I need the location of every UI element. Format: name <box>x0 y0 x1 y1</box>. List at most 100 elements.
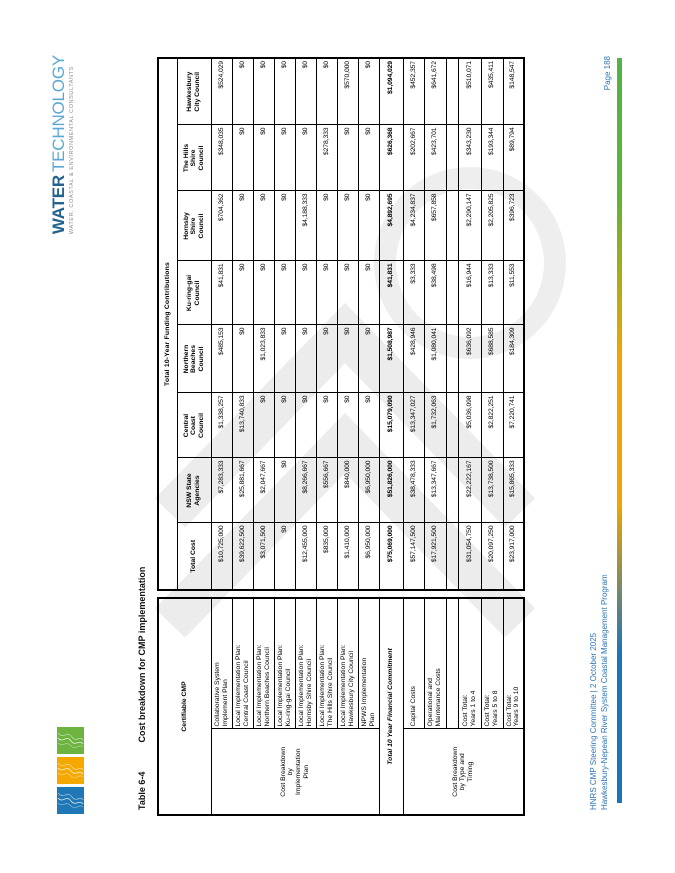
value-cell: $0 <box>253 261 274 325</box>
spacer-cell <box>446 393 458 458</box>
value-cell: $0 <box>274 393 295 458</box>
col-header-cell: Northern Beaches Council <box>177 325 211 393</box>
gutter-cell <box>158 590 524 598</box>
value-cell: $0 <box>358 261 379 325</box>
value-cell: $2,290,147 <box>458 191 481 261</box>
value-cell: $6,950,000 <box>358 523 379 590</box>
spacer-cell <box>446 191 458 261</box>
value-cell: $0 <box>253 191 274 261</box>
value-cell: $510,071 <box>458 58 481 125</box>
value-cell: $38,498 <box>424 261 446 325</box>
value-cell: $0 <box>232 125 253 191</box>
value-cell: $0 <box>274 125 295 191</box>
value-cell: $13,738,500 <box>481 458 503 523</box>
col-header-cell: Ku-ring-gai Council <box>177 261 211 325</box>
value-cell: $89,794 <box>503 125 524 191</box>
total-value-cell: $1,094,029 <box>379 58 403 125</box>
table-row: Operational and Maintenance Costs $17,92… <box>424 58 446 815</box>
row-label-cell: Local Implementation Plan: The Hills Shi… <box>316 598 337 729</box>
value-cell: $23,917,000 <box>503 523 524 590</box>
value-cell: $31,054,750 <box>458 523 481 590</box>
value-cell: $10,725,000 <box>211 523 232 590</box>
logo-square-yellow <box>57 757 84 784</box>
value-cell: $11,553 <box>503 261 524 325</box>
row-label-cell: Cost Total: Years 5 to 8 <box>481 598 503 729</box>
footer: HNRS CMP Steering Committee | 2 October … <box>588 574 610 810</box>
value-cell: $0 <box>337 325 358 393</box>
row-label-cell: Local Implementation Plan: Northern Beac… <box>253 598 274 729</box>
value-cell: $428,946 <box>403 325 424 393</box>
value-cell: $396,723 <box>503 191 524 261</box>
logo-mark <box>57 727 84 814</box>
value-cell: $657,858 <box>424 191 446 261</box>
total-value-cell: $626,368 <box>379 125 403 191</box>
value-cell: $278,333 <box>316 125 337 191</box>
col-header-cell: Central Coast Council <box>177 393 211 458</box>
row-label-cell: Collaborative System Implement Plan <box>211 598 232 729</box>
table-row: Cost Breakdown by Type and Timing Capita… <box>403 58 524 815</box>
logo-square-green <box>57 727 84 754</box>
brand-tagline: WATER, COASTAL & ENVIRONMENTAL CONSULTAN… <box>69 66 75 235</box>
value-cell: $2,205,825 <box>481 191 503 261</box>
value-cell: $8,266,667 <box>295 458 316 523</box>
value-cell: $0 <box>337 261 358 325</box>
value-cell: $0 <box>253 58 274 125</box>
value-cell: $1,023,833 <box>253 325 274 393</box>
row-label-cell: Local Implementation Plan: Hawkesbury Ci… <box>337 598 358 729</box>
value-cell: $202,667 <box>403 125 424 191</box>
group-label-cell: Cost Breakdown by Type and Timing <box>403 729 524 815</box>
value-cell: $13,347,027 <box>403 393 424 458</box>
value-cell: $1,732,063 <box>424 393 446 458</box>
value-cell: $0 <box>316 58 337 125</box>
value-cell: $3,071,500 <box>253 523 274 590</box>
value-cell: $485,153 <box>211 325 232 393</box>
value-cell: $41,831 <box>211 261 232 325</box>
value-cell: $452,357 <box>403 58 424 125</box>
spacer-cell <box>446 261 458 325</box>
value-cell: $0 <box>253 125 274 191</box>
value-cell: $20,097,250 <box>481 523 503 590</box>
cost-breakdown-table: Certifiable CMP Total 10-Year Funding Co… <box>157 57 525 816</box>
row-label-cell: Cost Total: Years 9 to 10 <box>503 598 524 729</box>
value-cell: $22,222,167 <box>458 458 481 523</box>
value-cell: $348,035 <box>211 125 232 191</box>
spacer-cell <box>446 58 458 125</box>
value-cell: $0 <box>295 325 316 393</box>
value-cell: $7,220,741 <box>503 393 524 458</box>
value-cell: $0 <box>232 325 253 393</box>
row-label-cell: Capital Costs <box>403 598 424 729</box>
total-value-cell: $4,892,695 <box>379 191 403 261</box>
value-cell: $13,333 <box>481 261 503 325</box>
value-cell: $3,333 <box>403 261 424 325</box>
value-cell: $1,410,000 <box>337 523 358 590</box>
value-cell: $1,080,041 <box>424 325 446 393</box>
table-title: Cost breakdown for CMP implementation <box>137 566 147 743</box>
spacer-cell <box>446 458 458 523</box>
table-row: Cost Total: Years 1 to 4 $31,054,750 $22… <box>458 58 481 815</box>
value-cell: $0 <box>295 393 316 458</box>
company-logo: WATER TECHNOLOGY WATER, COASTAL & ENVIRON… <box>49 55 75 235</box>
value-cell: $12,455,000 <box>295 523 316 590</box>
spacer-cell <box>446 325 458 393</box>
value-cell: $704,362 <box>211 191 232 261</box>
row-label-cell: Local Implementation Plan: Ku-ring-gai C… <box>274 598 295 729</box>
table-row: Certifiable CMP Total 10-Year Funding Co… <box>158 58 211 815</box>
value-cell: $0 <box>274 191 295 261</box>
value-cell: $556,667 <box>316 458 337 523</box>
col-header-cell: NSW State Agencies <box>177 458 211 523</box>
company-name: WATER TECHNOLOGY <box>49 55 68 234</box>
value-cell: $0 <box>316 191 337 261</box>
value-cell: $5,036,098 <box>458 393 481 458</box>
table-number: Table 6-4 <box>137 771 147 810</box>
spacer-cell <box>446 125 458 191</box>
value-cell: $0 <box>337 191 358 261</box>
table-row-spacer <box>446 58 458 815</box>
value-cell: $0 <box>337 125 358 191</box>
col-header-cell: The Hills Shire Council <box>177 125 211 191</box>
logo-square-blue <box>57 787 84 814</box>
value-cell: $835,000 <box>316 523 337 590</box>
value-cell: $25,881,667 <box>232 458 253 523</box>
corner-header-cell: Certifiable CMP <box>158 598 211 815</box>
table-row: Local Implementation Plan: Central Coast… <box>232 58 253 815</box>
value-cell: $0 <box>358 125 379 191</box>
